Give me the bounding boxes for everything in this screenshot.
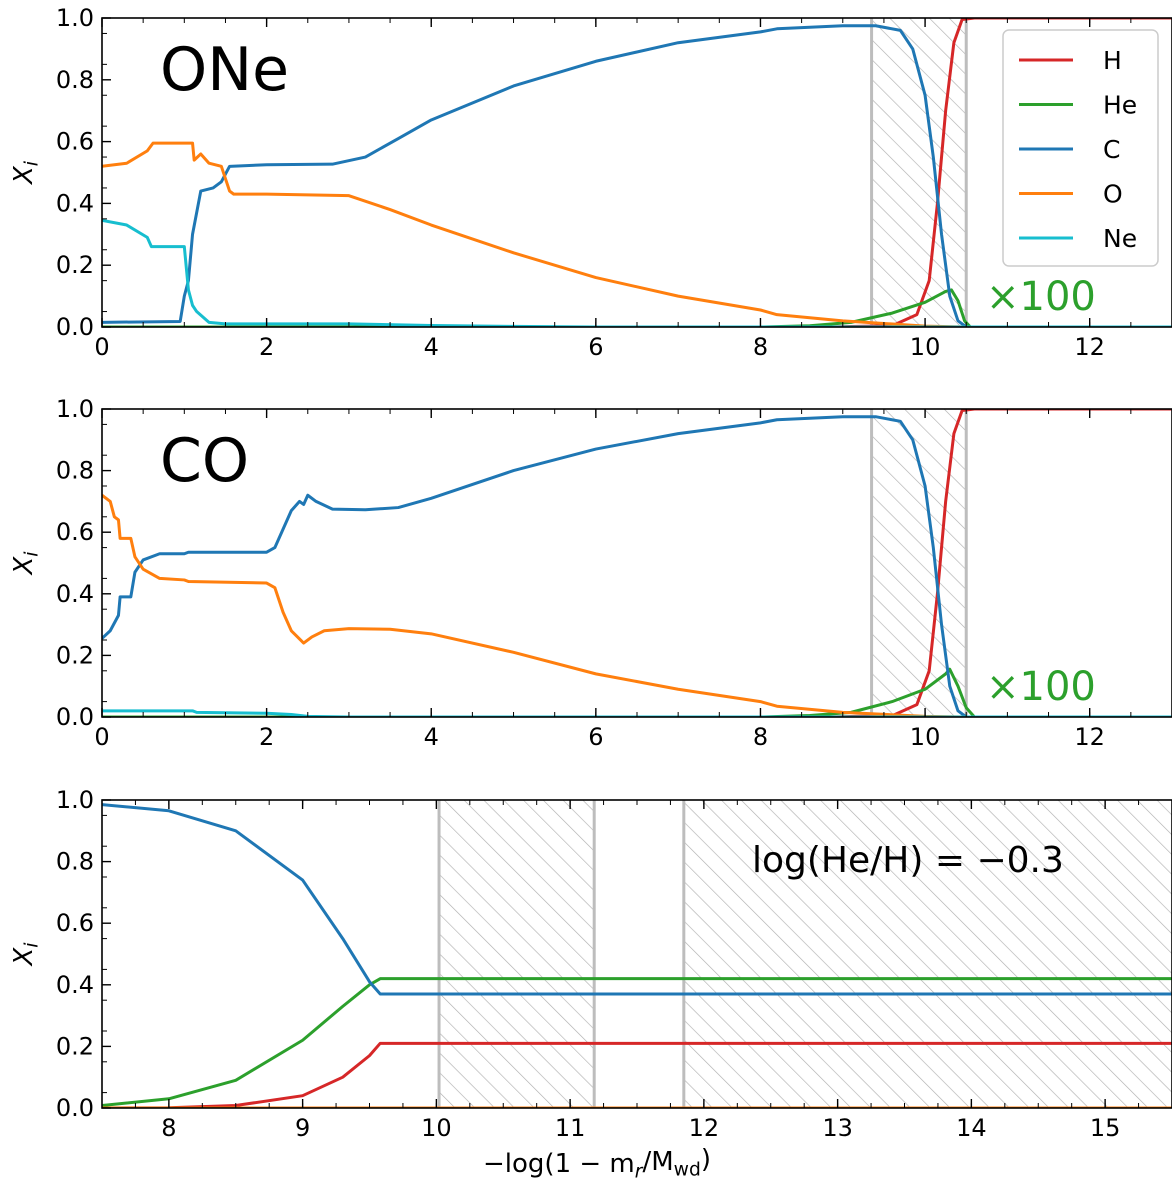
y-tick-label: 0.4 (56, 971, 94, 999)
x-tick-label: 10 (421, 1114, 452, 1142)
x-tick-label: 4 (424, 723, 439, 751)
y-axis-title: Xi (9, 551, 43, 577)
series-line-o (102, 494, 1172, 717)
legend-label-c: C (1103, 135, 1120, 164)
y-tick-label: 0.2 (56, 251, 94, 279)
legend-label-h: H (1103, 46, 1122, 75)
y-tick-label: 1.0 (56, 786, 94, 814)
legend-label-o: O (1103, 180, 1123, 209)
series-line-he (102, 977, 1172, 1108)
series-line-c (102, 24, 1172, 327)
x-tick-label: 6 (588, 333, 603, 361)
x-tick-label: 2 (259, 333, 274, 361)
x-tick-label: 6 (588, 723, 603, 751)
y-tick-label: 0.2 (56, 641, 94, 669)
series-line-c (102, 803, 1172, 996)
x-tick-label: 0 (94, 723, 109, 751)
panel-2: 0 2 4 6 8 10 12 0.0 0.2 0.4 0.6 0.8 1.0 Xi CO ×100 (9, 395, 1172, 751)
y-tick-label: 0.8 (56, 66, 94, 94)
panel-label: CO (160, 426, 249, 496)
series-line-o (102, 141, 1172, 327)
y-tick-label: 0.6 (56, 128, 94, 156)
y-tick-label: 0.8 (56, 457, 94, 485)
x-tick-label: 8 (753, 333, 768, 361)
x-tick-label: 4 (424, 333, 439, 361)
x-tick-label: 8 (161, 1114, 176, 1142)
panel-3: 8 9 10 11 12 13 14 15 0.0 0.2 0.4 0.6 0.8 1.0 Xi −log(1… (9, 786, 1172, 1183)
hatched-region (683, 800, 1172, 1108)
legend-label-ne: Ne (1103, 224, 1137, 253)
he-multiplier-label: ×100 (986, 664, 1096, 710)
x-tick-label: 14 (956, 1114, 987, 1142)
x-tick-label: 8 (753, 723, 768, 751)
x-tick-label: 13 (822, 1114, 853, 1142)
x-tick-label: 12 (689, 1114, 720, 1142)
y-tick-label: 0.0 (56, 313, 94, 341)
y-tick-label: 0.4 (56, 580, 94, 608)
panel-1: 0 2 4 6 8 10 120.00.20.40.60.81.0XiONe×100HHeC… (9, 4, 1172, 361)
annotation: log(He/H) = −0.3 (752, 840, 1064, 881)
series-line-c (102, 415, 1172, 717)
y-tick-label: 0.2 (56, 1032, 94, 1060)
x-tick-label: 2 (259, 723, 274, 751)
x-tick-label: 10 (910, 333, 941, 361)
x-tick-label: 12 (1074, 333, 1105, 361)
y-tick-label: 0.0 (56, 703, 94, 731)
y-tick-label: 1.0 (56, 4, 94, 32)
x-tick-label: 11 (555, 1114, 586, 1142)
x-tick-label: 0 (94, 333, 109, 361)
y-tick-label: 0.4 (56, 189, 94, 217)
y-axis-title: Xi (9, 942, 43, 968)
x-tick-label: 15 (1090, 1114, 1121, 1142)
x-tick-label: 9 (295, 1114, 310, 1142)
x-axis-title: −log(1 − mr/Mwd) (483, 1145, 711, 1183)
y-tick-label: 0.6 (56, 518, 94, 546)
y-tick-label: 0.8 (56, 848, 94, 876)
legend (1002, 29, 1159, 267)
y-tick-label: 1.0 (56, 395, 94, 423)
he-multiplier-label: ×100 (986, 274, 1096, 320)
x-tick-label: 12 (1074, 723, 1105, 751)
hatched-region (439, 800, 595, 1108)
y-axis-title: Xi (9, 160, 43, 186)
y-tick-label: 0.6 (56, 909, 94, 937)
y-tick-label: 0.0 (56, 1094, 94, 1122)
x-tick-label: 10 (910, 723, 941, 751)
legend-label-he: He (1103, 91, 1137, 120)
panel-label: ONe (160, 35, 289, 105)
